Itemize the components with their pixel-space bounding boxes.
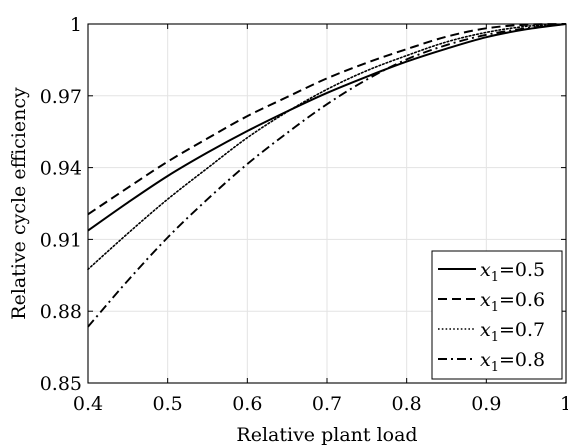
series-line-3 (87, 23, 567, 271)
y-tick-label: 0.97 (40, 86, 82, 108)
legend-label: x1=0.7 (480, 319, 545, 345)
legend-label: x1=0.8 (480, 349, 545, 375)
x-tick-label: 0.7 (312, 393, 342, 415)
legend: x1=0.5 x1=0.6 x1=0.7 x1=0.8 (431, 250, 563, 380)
y-tick-label: 0.85 (40, 373, 82, 395)
x-tick-label: 0.8 (392, 393, 422, 415)
axis-ticks: 0.4 0.5 0.6 0.7 0.8 0.9 10.850.880.910.940.971 (40, 14, 568, 415)
x-tick-label: 1 (560, 393, 568, 415)
y-tick-label: 1 (70, 14, 82, 36)
legend-box (431, 250, 563, 380)
x-axis-label: Relative plant load (236, 424, 417, 445)
legend-label: x1=0.6 (480, 289, 545, 315)
x-tick-label: 0.6 (232, 393, 262, 415)
y-tick-label: 0.88 (40, 301, 82, 323)
x-tick-label: 0.9 (471, 393, 501, 415)
y-tick-label: 0.91 (40, 229, 82, 251)
x-tick-label: 0.5 (153, 393, 183, 415)
legend-label: x1=0.5 (480, 259, 545, 285)
y-tick-label: 0.94 (40, 158, 82, 180)
y-axis-label: Relative cycle efficiency (8, 87, 30, 320)
x-tick-label: 0.4 (73, 393, 103, 415)
series-line-1 (87, 23, 567, 232)
series-line-4 (87, 23, 567, 328)
